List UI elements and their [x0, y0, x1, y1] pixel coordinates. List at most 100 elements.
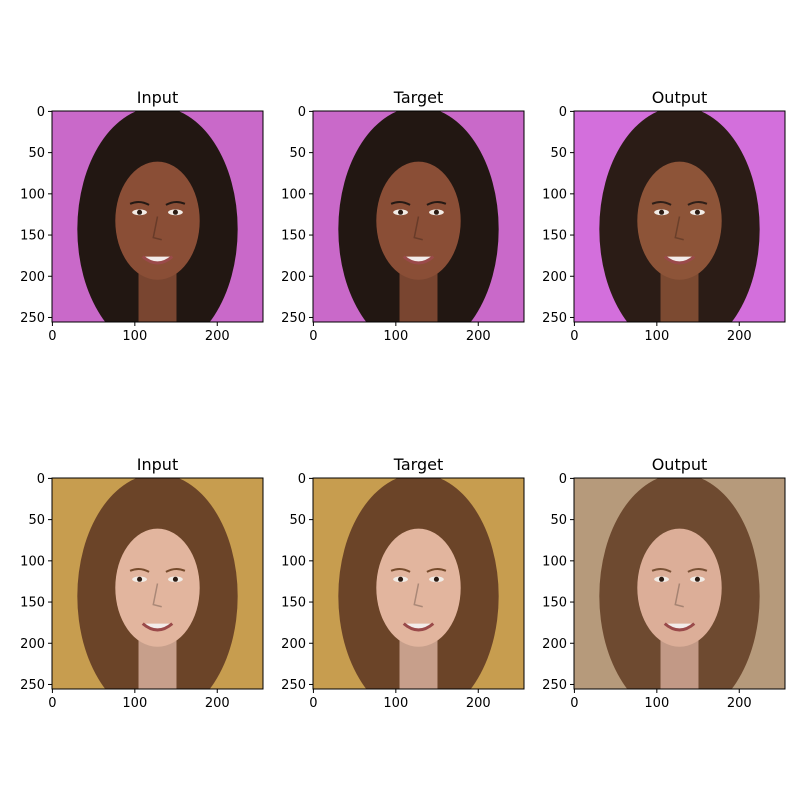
eyebrow-shape	[651, 567, 672, 573]
y-tick-label: 250	[20, 311, 45, 326]
eyebrow-shape	[651, 200, 672, 206]
mouth-shape	[141, 255, 174, 265]
y-tick-label: 50	[550, 513, 567, 528]
iris-shape	[172, 209, 178, 215]
nose-shape	[152, 583, 162, 608]
y-tick-label: 200	[542, 270, 567, 285]
eyebrow-shape	[687, 200, 708, 206]
y-tick-label: 100	[281, 187, 306, 202]
x-tick-label: 0	[309, 329, 317, 344]
y-tick-label: 250	[281, 311, 306, 326]
y-tick-label: 100	[542, 554, 567, 569]
y-tick-label: 150	[281, 229, 306, 244]
nose-shape	[674, 583, 684, 608]
subplot-title: Target	[393, 455, 444, 474]
mouth-shape	[402, 622, 435, 632]
x-tick-label: 0	[570, 696, 578, 711]
y-tick-label: 100	[542, 187, 567, 202]
face-shape	[637, 161, 722, 280]
y-tick-label: 50	[289, 146, 306, 161]
axes-frame	[51, 477, 264, 690]
eyebrow-shape	[426, 567, 447, 573]
x-tick-label: 200	[205, 329, 230, 344]
iris-shape	[172, 576, 178, 582]
mouth-shape	[663, 622, 696, 632]
y-tick-label: 50	[550, 146, 567, 161]
y-tick-label: 200	[542, 637, 567, 652]
axes-frame	[312, 110, 525, 323]
y-tick-label: 250	[542, 311, 567, 326]
face-image	[574, 478, 785, 689]
axes-frame	[51, 110, 264, 323]
subplot-title: Target	[393, 88, 444, 107]
x-tick-label: 0	[309, 696, 317, 711]
y-tick-label: 0	[559, 105, 567, 120]
nose-shape	[674, 216, 684, 241]
y-tick-label: 250	[542, 678, 567, 693]
y-tick-label: 0	[298, 105, 306, 120]
face-image	[313, 478, 524, 689]
nose-shape	[152, 216, 162, 241]
x-tick-label: 100	[644, 329, 669, 344]
y-tick-label: 150	[542, 229, 567, 244]
axes-frame	[312, 477, 525, 690]
subplot-title: Output	[652, 455, 708, 474]
iris-shape	[659, 576, 665, 582]
eyebrow-shape	[426, 200, 447, 206]
x-tick-label: 200	[205, 696, 230, 711]
y-tick-label: 200	[281, 637, 306, 652]
x-tick-label: 200	[727, 329, 752, 344]
x-tick-label: 0	[48, 696, 56, 711]
iris-shape	[398, 209, 404, 215]
y-tick-label: 0	[559, 472, 567, 487]
x-tick-label: 100	[383, 329, 408, 344]
face-image	[313, 111, 524, 322]
x-tick-label: 0	[570, 329, 578, 344]
y-tick-label: 150	[542, 596, 567, 611]
eyebrow-shape	[129, 200, 150, 206]
y-tick-label: 100	[281, 554, 306, 569]
iris-shape	[137, 209, 143, 215]
iris-shape	[433, 576, 439, 582]
eyebrow-shape	[687, 567, 708, 573]
y-tick-label: 250	[20, 678, 45, 693]
mouth-shape	[663, 255, 696, 265]
mouth-shape	[141, 622, 174, 632]
x-tick-label: 200	[466, 696, 491, 711]
subplot-title: Input	[137, 88, 178, 107]
eyebrow-shape	[165, 200, 186, 206]
face-image	[52, 111, 263, 322]
eyebrow-shape	[390, 567, 411, 573]
y-tick-label: 200	[20, 637, 45, 652]
y-tick-label: 50	[28, 513, 45, 528]
iris-shape	[659, 209, 665, 215]
x-tick-label: 0	[48, 329, 56, 344]
y-tick-label: 0	[37, 472, 45, 487]
face-shape	[376, 161, 461, 280]
eyebrow-shape	[129, 567, 150, 573]
eyebrow-shape	[390, 200, 411, 206]
x-tick-label: 200	[727, 696, 752, 711]
y-tick-label: 200	[281, 270, 306, 285]
y-tick-label: 250	[281, 678, 306, 693]
mouth-shape	[402, 255, 435, 265]
axes-frame	[573, 477, 786, 690]
y-tick-label: 150	[281, 596, 306, 611]
y-tick-label: 0	[37, 105, 45, 120]
y-tick-label: 150	[20, 229, 45, 244]
iris-shape	[433, 209, 439, 215]
face-shape	[637, 528, 722, 647]
axes-frame	[573, 110, 786, 323]
face-image	[574, 111, 785, 322]
y-tick-label: 200	[20, 270, 45, 285]
subplot-title: Output	[652, 88, 708, 107]
y-tick-label: 0	[298, 472, 306, 487]
face-shape	[376, 528, 461, 647]
iris-shape	[694, 209, 700, 215]
